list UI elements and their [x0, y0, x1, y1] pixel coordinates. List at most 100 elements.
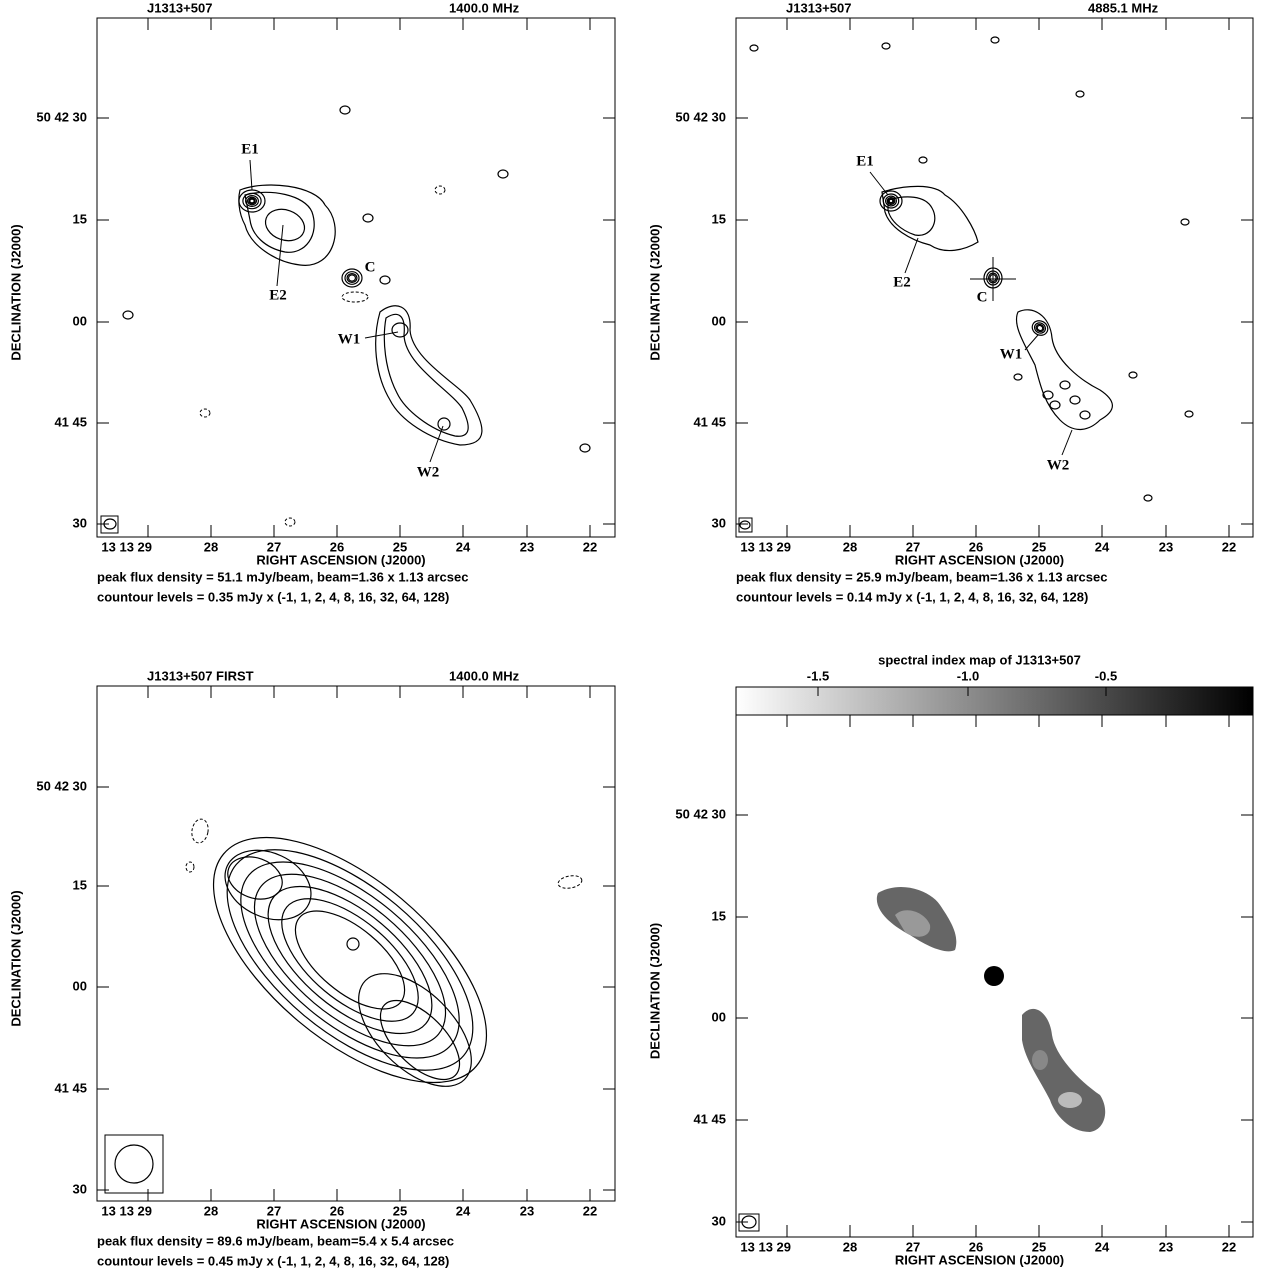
- contour: [918, 156, 928, 164]
- x-tick-label: 25: [393, 539, 407, 554]
- y-tick-label: 50 42 30: [675, 109, 726, 124]
- contour: [244, 191, 315, 253]
- y-axis-label: DECLINATION (J2000): [8, 224, 23, 360]
- contour: [264, 208, 306, 242]
- caption: countour levels = 0.14 mJy x (-1, 1, 2, …: [736, 589, 1088, 604]
- beam-box: [738, 1213, 760, 1232]
- contour: [579, 443, 591, 453]
- y-tick-label: 00: [73, 313, 87, 328]
- contour: [347, 274, 357, 282]
- x-axis-label: RIGHT ASCENSION (J2000): [256, 552, 425, 567]
- y-tick-label: 41 45: [693, 414, 726, 429]
- y-axis-label: DECLINATION (J2000): [8, 890, 23, 1026]
- y-tick-label: 50 42 30: [36, 109, 87, 124]
- beam-box: [738, 517, 753, 533]
- contour: [1033, 322, 1047, 334]
- component-label: W1: [1000, 346, 1023, 362]
- plot-frame: [96, 17, 616, 538]
- label-pointer: [429, 425, 444, 463]
- y-tick-label: 00: [712, 313, 726, 328]
- contour: [199, 408, 211, 418]
- contour: [281, 898, 419, 1022]
- colorbar-tick-label: -1.5: [807, 668, 829, 683]
- contour: [434, 185, 446, 195]
- x-tick-label: 23: [520, 1203, 534, 1218]
- y-tick-label: 30: [73, 1181, 87, 1196]
- caption: peak flux density = 51.1 mJy/beam, beam=…: [97, 569, 468, 584]
- component-label: W2: [1047, 457, 1070, 473]
- x-tick-label: 13 13 29: [740, 539, 791, 554]
- contour: [227, 856, 283, 900]
- contour: [1184, 410, 1194, 418]
- label-pointer: [364, 331, 399, 339]
- spectral-region: [1058, 1092, 1082, 1108]
- x-tick-label: 23: [1159, 1239, 1173, 1254]
- component-label: W2: [417, 464, 440, 480]
- colorbar: [735, 686, 1254, 716]
- component-label: W1: [338, 331, 361, 347]
- x-tick-label: 27: [906, 539, 920, 554]
- beam-box: [100, 515, 119, 534]
- contour: [749, 44, 759, 52]
- colorbar-title: spectral index map of J1313+507: [878, 652, 1081, 667]
- contour: [1042, 390, 1054, 400]
- x-tick-label: 13 13 29: [101, 539, 152, 554]
- contour: [557, 875, 583, 889]
- y-tick-label: 50 42 30: [36, 778, 87, 793]
- label-pointer: [276, 224, 284, 287]
- spectral-region: [1032, 1050, 1048, 1070]
- spectral-region: [984, 966, 1004, 986]
- x-tick-label: 22: [1222, 539, 1236, 554]
- contour: [358, 973, 472, 1087]
- contour: [341, 291, 369, 303]
- contour: [344, 271, 360, 285]
- y-tick-label: 41 45: [693, 1111, 726, 1126]
- y-tick-label: 30: [712, 1213, 726, 1228]
- contour: [346, 937, 360, 951]
- y-tick-label: 30: [712, 515, 726, 530]
- x-tick-label: 23: [1159, 539, 1173, 554]
- plot-frame: [735, 17, 1254, 538]
- contour: [383, 313, 469, 437]
- contour: [990, 36, 1000, 44]
- contour: [1069, 395, 1081, 405]
- spectral-region: [895, 910, 931, 937]
- contour: [114, 1144, 154, 1184]
- x-tick-label: 28: [843, 539, 857, 554]
- x-tick-label: 22: [1222, 1239, 1236, 1254]
- x-tick-label: 13 13 29: [101, 1203, 152, 1218]
- map-frequency: 4885.1 MHz: [1088, 0, 1159, 15]
- contour: [1031, 320, 1049, 336]
- contour: [341, 268, 363, 288]
- contour: [887, 196, 936, 236]
- x-tick-label: 26: [330, 539, 344, 554]
- contour: [248, 197, 256, 205]
- contour: [191, 818, 209, 844]
- contour: [1128, 371, 1138, 379]
- y-tick-label: 41 45: [54, 1080, 87, 1095]
- contour: [1180, 218, 1190, 226]
- component-label: E1: [241, 141, 259, 157]
- contour: [1059, 380, 1071, 390]
- label-pointer: [249, 159, 253, 191]
- label-pointer: [1061, 429, 1073, 456]
- component-label: E1: [856, 153, 874, 169]
- y-axis-label: DECLINATION (J2000): [647, 224, 662, 360]
- component-label: C: [365, 259, 376, 275]
- x-tick-label: 23: [520, 539, 534, 554]
- x-tick-label: 28: [204, 539, 218, 554]
- contour: [497, 169, 509, 179]
- component-label: E2: [269, 287, 287, 303]
- contour: [1015, 309, 1113, 430]
- x-tick-label: 24: [456, 539, 471, 554]
- x-axis-label: RIGHT ASCENSION (J2000): [895, 1252, 1064, 1267]
- component-label: C: [977, 289, 988, 305]
- contour: [1079, 410, 1091, 420]
- x-tick-label: 22: [583, 539, 597, 554]
- contour: [879, 190, 903, 212]
- contour: [185, 861, 195, 873]
- contour: [379, 999, 461, 1081]
- colorbar-tick-label: -1.0: [957, 668, 979, 683]
- contour: [881, 185, 979, 252]
